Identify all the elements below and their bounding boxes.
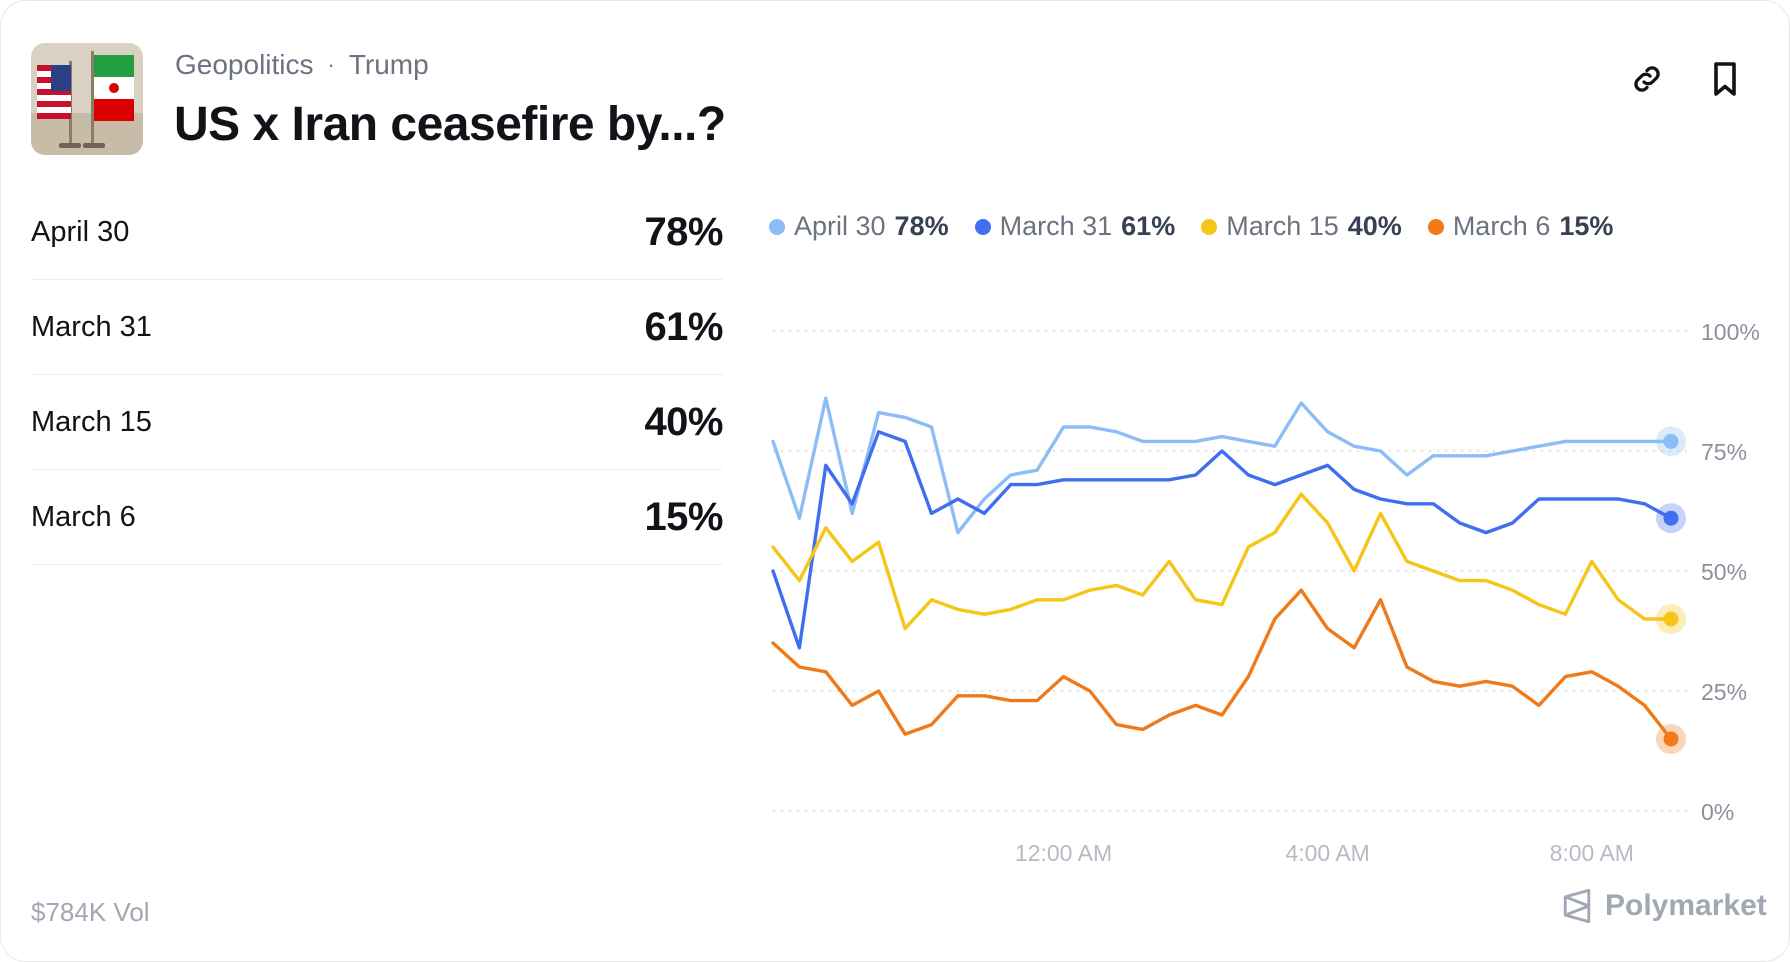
y-tick-label: 0% [1701,799,1734,825]
y-tick-label: 25% [1701,679,1747,705]
y-tick-label: 100% [1701,319,1760,345]
legend-item-march-15[interactable]: March 15 40% [1201,211,1402,242]
outcome-row-march-6[interactable]: March 6 15% [31,470,723,565]
legend-item-march-6[interactable]: March 6 15% [1427,211,1614,242]
legend-swatch [1427,218,1444,235]
category-link[interactable]: Geopolitics [175,49,314,80]
chart-legend: April 30 78% March 31 61% March 15 40% M… [769,211,1613,242]
bookmark-icon [1714,62,1736,96]
outcome-row-march-31[interactable]: March 31 61% [31,280,723,375]
outcome-percent: 15% [644,494,723,539]
market-thumbnail[interactable] [31,43,143,155]
series-end-point[interactable] [1663,611,1679,627]
brand-name: Polymarket [1605,889,1767,922]
legend-item-april-30[interactable]: April 30 78% [769,211,949,242]
volume-label: $784K Vol [31,897,150,927]
y-tick-label: 50% [1701,559,1747,585]
breadcrumb-separator: · [327,52,335,77]
series-end-point[interactable] [1663,433,1679,449]
legend-value: 78% [894,211,949,241]
bookmark-button[interactable] [1703,57,1747,101]
price-history-chart[interactable]: 100% 75% 50% 25% 0% 12:00 AM 4:00 AM 8:00 AM [761,301,1790,881]
legend-swatch [974,218,991,235]
legend-swatch [769,218,785,235]
legend-item-march-31[interactable]: March 31 61% [974,211,1176,242]
outcome-label: March 15 [31,405,152,438]
legend-label: March 6 [1452,211,1551,241]
breadcrumb: Geopolitics · Trump [175,49,429,81]
market-title[interactable]: US x Iran ceasefire by...? [174,98,726,151]
legend-value: 61% [1121,211,1176,241]
legend-label: March 31 [999,211,1113,241]
series-end-point[interactable] [1663,731,1679,747]
outcome-percent: 78% [644,209,723,254]
outcome-label: March 31 [31,310,152,343]
series-line-2[interactable] [771,492,1673,631]
legend-label: March 15 [1226,211,1339,241]
copy-link-button[interactable] [1625,57,1669,101]
series-end-point[interactable] [1663,510,1679,526]
x-tick-label: 12:00 AM [1015,840,1112,866]
polymarket-logo-icon [1563,889,1591,923]
x-tick-label: 8:00 AM [1550,840,1634,866]
series-line-0[interactable] [771,396,1673,535]
y-tick-label: 75% [1701,439,1747,465]
outcome-percent: 61% [644,304,723,349]
legend-value: 40% [1347,211,1402,241]
series-line-3[interactable] [771,588,1673,741]
brand-logo[interactable]: Polymarket [1561,889,1767,923]
x-tick-label: 4:00 AM [1285,840,1369,866]
subcategory-link[interactable]: Trump [348,49,429,80]
legend-swatch [1201,218,1218,235]
outcome-list: April 30 78% March 31 61% March 15 40% M… [31,185,723,565]
outcome-row-march-15[interactable]: March 15 40% [31,375,723,470]
legend-value: 15% [1559,211,1614,241]
outcome-label: March 6 [31,500,136,533]
legend-label: April 30 [794,211,886,241]
outcome-row-april-30[interactable]: April 30 78% [31,185,723,280]
outcome-percent: 40% [644,399,723,444]
series-line-1[interactable] [771,430,1673,650]
outcome-label: April 30 [31,215,130,248]
link-icon [1634,66,1660,92]
